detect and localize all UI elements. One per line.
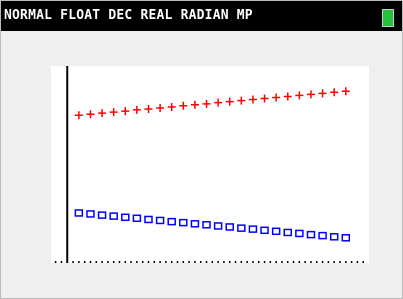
x-tick bbox=[212, 261, 214, 263]
x-tick bbox=[177, 261, 179, 263]
x-tick bbox=[165, 261, 167, 263]
x-tick bbox=[171, 261, 173, 263]
x-tick bbox=[72, 261, 74, 263]
x-tick bbox=[130, 261, 132, 263]
x-tick bbox=[96, 261, 98, 263]
x-tick bbox=[217, 261, 219, 263]
calculator-screen: NORMAL FLOAT DEC REAL RADIAN MP bbox=[0, 0, 403, 299]
x-tick bbox=[200, 261, 202, 263]
x-tick bbox=[148, 261, 150, 263]
x-tick bbox=[107, 261, 109, 263]
x-tick bbox=[78, 261, 80, 263]
x-tick bbox=[229, 261, 231, 263]
x-tick bbox=[339, 261, 341, 263]
x-tick bbox=[310, 261, 312, 263]
x-tick bbox=[113, 261, 115, 263]
x-tick bbox=[142, 261, 144, 263]
x-tick bbox=[84, 261, 86, 263]
x-tick bbox=[293, 261, 295, 263]
x-tick bbox=[119, 261, 121, 263]
x-tick bbox=[345, 261, 347, 263]
x-tick bbox=[154, 261, 156, 263]
x-tick bbox=[235, 261, 237, 263]
x-tick bbox=[101, 261, 103, 263]
x-tick bbox=[299, 261, 301, 263]
x-tick bbox=[362, 261, 364, 263]
x-tick bbox=[246, 261, 248, 263]
x-tick bbox=[258, 261, 260, 263]
x-tick bbox=[188, 261, 190, 263]
x-tick bbox=[333, 261, 335, 263]
plot-window bbox=[51, 66, 369, 263]
x-tick bbox=[55, 261, 57, 263]
x-tick bbox=[351, 261, 353, 263]
x-tick bbox=[322, 261, 324, 263]
x-tick bbox=[223, 261, 225, 263]
x-tick bbox=[252, 261, 254, 263]
x-tick bbox=[159, 261, 161, 263]
x-tick bbox=[125, 261, 127, 263]
x-tick bbox=[136, 261, 138, 263]
x-tick bbox=[206, 261, 208, 263]
chart bbox=[1, 1, 402, 298]
x-tick bbox=[183, 261, 185, 263]
x-tick bbox=[270, 261, 272, 263]
x-tick bbox=[194, 261, 196, 263]
x-tick bbox=[264, 261, 266, 263]
x-tick bbox=[90, 261, 92, 263]
x-tick bbox=[357, 261, 359, 263]
x-tick bbox=[241, 261, 243, 263]
x-tick bbox=[328, 261, 330, 263]
x-tick bbox=[66, 261, 68, 263]
x-tick bbox=[304, 261, 306, 263]
x-tick bbox=[281, 261, 283, 263]
x-tick bbox=[287, 261, 289, 263]
x-tick bbox=[61, 261, 63, 263]
x-tick bbox=[316, 261, 318, 263]
x-tick bbox=[275, 261, 277, 263]
